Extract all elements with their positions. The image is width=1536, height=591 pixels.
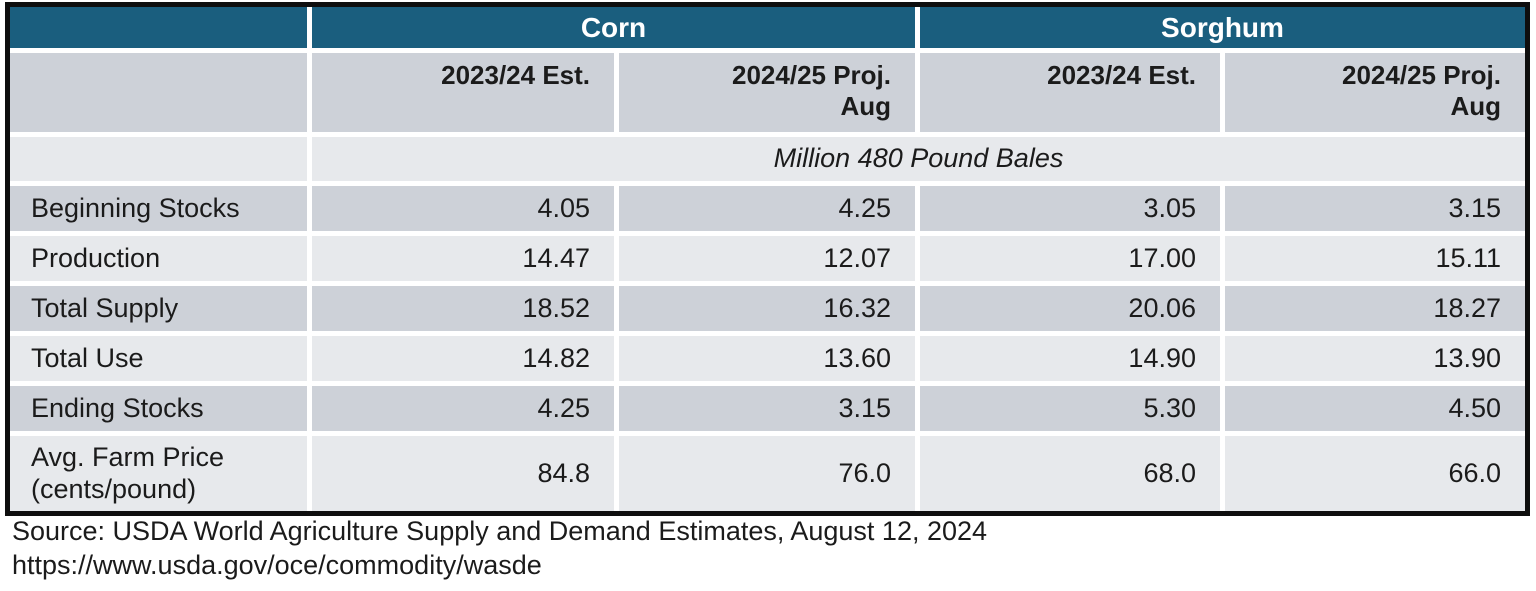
row-label-production: Production xyxy=(10,236,307,281)
value-cell: 14.90 xyxy=(920,336,1220,381)
value-cell: 3.05 xyxy=(920,186,1220,231)
value-cell: 13.60 xyxy=(619,336,915,381)
units-row-blank xyxy=(10,137,307,181)
column-header-sorghum-est: 2023/24 Est. xyxy=(920,53,1220,132)
value-cell: 5.30 xyxy=(920,386,1220,431)
column-header-corn-est: 2023/24 Est. xyxy=(312,53,614,132)
column-header-blank xyxy=(10,53,307,132)
value-cell: 15.11 xyxy=(1225,236,1525,281)
value-cell: 4.05 xyxy=(312,186,614,231)
value-cell: 66.0 xyxy=(1225,436,1525,511)
value-cell: 14.47 xyxy=(312,236,614,281)
column-header-line1: 2024/25 Proj. xyxy=(1342,60,1501,90)
row-label-avg-farm-price: Avg. Farm Price (cents/pound) xyxy=(10,436,307,511)
value-cell: 4.25 xyxy=(619,186,915,231)
value-cell: 4.25 xyxy=(312,386,614,431)
column-header-line1: 2023/24 Est. xyxy=(441,60,590,90)
value-cell: 14.82 xyxy=(312,336,614,381)
corner-header-cell xyxy=(10,7,307,48)
value-cell: 18.52 xyxy=(312,286,614,331)
value-cell: 12.07 xyxy=(619,236,915,281)
row-label-beginning-stocks: Beginning Stocks xyxy=(10,186,307,231)
source-text: Source: USDA World Agriculture Supply an… xyxy=(12,516,988,546)
value-cell: 76.0 xyxy=(619,436,915,511)
group-header-corn: Corn xyxy=(312,7,915,48)
column-header-line2: Aug xyxy=(1450,90,1501,121)
wasde-commodity-table: Corn Sorghum 2023/24 Est. 2024/25 Proj. … xyxy=(5,2,1530,516)
footer-notes: Source: USDA World Agriculture Supply an… xyxy=(12,514,987,582)
value-cell: 16.32 xyxy=(619,286,915,331)
value-cell: 84.8 xyxy=(312,436,614,511)
value-cell: 17.00 xyxy=(920,236,1220,281)
row-label-total-supply: Total Supply xyxy=(10,286,307,331)
row-label-ending-stocks: Ending Stocks xyxy=(10,386,307,431)
column-header-sorghum-proj: 2024/25 Proj. Aug xyxy=(1225,53,1525,132)
group-header-sorghum: Sorghum xyxy=(920,7,1525,48)
units-note: Million 480 Pound Bales xyxy=(312,137,1525,181)
column-header-line1: 2024/25 Proj. xyxy=(732,60,891,90)
value-cell: 13.90 xyxy=(1225,336,1525,381)
value-cell: 4.50 xyxy=(1225,386,1525,431)
column-header-line2: Aug xyxy=(840,90,891,121)
value-cell: 3.15 xyxy=(619,386,915,431)
value-cell: 20.06 xyxy=(920,286,1220,331)
column-header-line1: 2023/24 Est. xyxy=(1047,60,1196,90)
value-cell: 18.27 xyxy=(1225,286,1525,331)
value-cell: 3.15 xyxy=(1225,186,1525,231)
value-cell: 68.0 xyxy=(920,436,1220,511)
row-label-total-use: Total Use xyxy=(10,336,307,381)
column-header-corn-proj: 2024/25 Proj. Aug xyxy=(619,53,915,132)
source-url: https://www.usda.gov/oce/commodity/wasde xyxy=(12,550,542,580)
